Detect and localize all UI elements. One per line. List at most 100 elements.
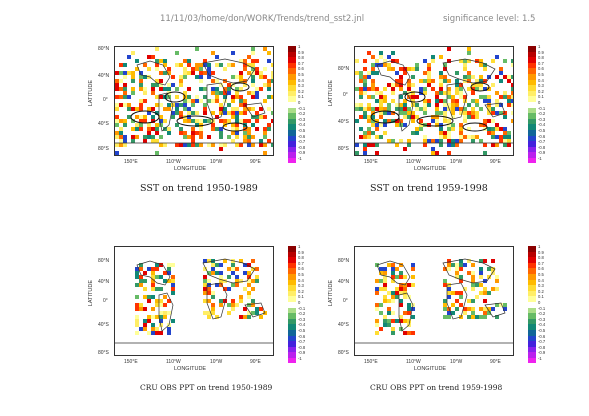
grid-cell [463,307,467,311]
grid-cell [391,83,395,87]
grid-cell [423,79,427,83]
grid-cell [427,67,431,71]
grid-cell [235,135,239,139]
grid-cell [155,127,159,131]
grid-cell [159,331,163,335]
grid-cell [363,147,367,151]
grid-cell [247,55,251,59]
grid-cell [443,79,447,83]
grid-cell [375,279,379,283]
coastline [158,292,174,332]
colorbar-swatch [288,85,296,91]
grid-cell [491,131,495,135]
grid-cell [243,63,247,67]
grid-cell [215,263,219,267]
grid-cell [267,123,271,127]
grid-cell [475,111,479,115]
coastline [244,302,266,318]
grid-cell [443,279,447,283]
colorbar-swatch [528,129,536,136]
colorbar-swatch [288,313,296,319]
grid-cell [235,115,239,119]
grid-cell [259,107,263,111]
grid-cell [143,75,147,79]
grid-cell [451,143,455,147]
grid-cell [143,99,147,103]
grid-cell [135,107,139,111]
grid-cell [167,131,171,135]
colorbar-tick-label: -0.3 [298,116,306,122]
grid-cell [491,83,495,87]
grid-cell [447,267,451,271]
grid-cell [247,131,251,135]
grid-cell [183,59,187,63]
grid-cell [383,123,387,127]
colorbar-swatch [528,146,536,153]
grid-cell [447,91,451,95]
grid-cell [243,135,247,139]
y-axis-label: LATITUDE [88,280,94,307]
grid-cell [471,107,475,111]
grid-cell [255,267,259,271]
grid-cell [211,303,215,307]
grid-cell [447,291,451,295]
grid-cell [119,139,123,143]
grid-cell [451,139,455,143]
grid-cell [447,87,451,91]
grid-cell [367,75,371,79]
grid-cell [471,139,475,143]
grid-cell [203,103,207,107]
colorbar-swatch [528,96,536,102]
grid-cell [227,275,231,279]
grid-cell [487,131,491,135]
colorbar-swatch [288,129,296,136]
grid-cell [219,143,223,147]
grid-cell [231,307,235,311]
grid-cell [499,95,503,99]
grid-cell [471,91,475,95]
grid-cell [507,75,511,79]
grid-cell [439,87,443,91]
coastline [484,102,506,118]
grid-cell [439,75,443,79]
grid-cell [143,115,147,119]
grid-cell [163,127,167,131]
grid-cell [443,91,447,95]
grid-cell [391,87,395,91]
grid-cell [163,271,167,275]
grid-cell [379,287,383,291]
grid-cell [467,103,471,107]
grid-cell [391,111,395,115]
y-tick: 0° [343,92,348,98]
grid-cell [419,107,423,111]
colorbar-tick-label: -0.8 [298,344,306,350]
grid-cell [399,95,403,99]
grid-cell [411,267,415,271]
colorbar-tick-label: -0.6 [538,333,546,339]
grid-cell [371,67,375,71]
y-tick: 40°S [338,119,349,125]
grid-cell [455,79,459,83]
grid-cell [427,99,431,103]
grid-cell [239,143,243,147]
colorbar-tick-label: 0.4 [538,277,544,283]
grid-cell [439,83,443,87]
grid-cell [223,111,227,115]
grid-cell [203,267,207,271]
grid-cell [175,111,179,115]
grid-cell [491,135,495,139]
grid-cell [439,139,443,143]
grid-cell [115,71,119,75]
grid-cell [119,143,123,147]
grid-cell [231,299,235,303]
grid-cell [167,107,171,111]
grid-cell [487,307,491,311]
grid-cell [199,135,203,139]
grid-cell [139,127,143,131]
grid-cell [407,139,411,143]
colorbar-swatch [288,273,296,280]
grid-cell [151,271,155,275]
grid-cell [263,127,267,131]
colorbar-tick-label: -0.4 [538,122,546,128]
colorbar-tick-label: 0.2 [538,88,544,94]
